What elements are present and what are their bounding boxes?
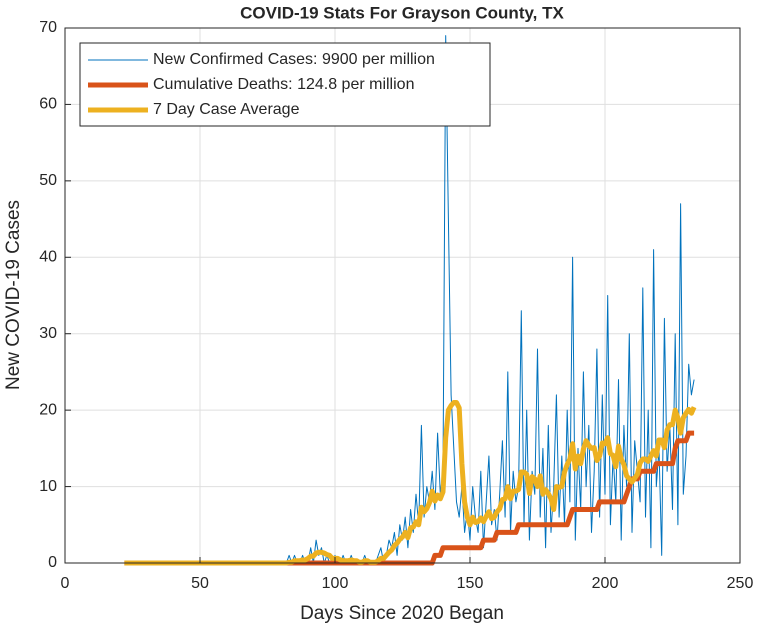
chart-title: COVID-19 Stats For Grayson County, TX	[240, 3, 564, 22]
y-tick-label: 50	[39, 172, 57, 189]
y-tick-label: 30	[39, 325, 57, 342]
ticks: 0 50 100 150 200 250 0 10 20 30 40 50 60 70	[39, 19, 753, 592]
legend-box	[79, 42, 491, 127]
series-line	[124, 35, 695, 564]
y-tick-label: 70	[39, 19, 57, 36]
legend: New Confirmed Cases: 9900 per million Cum…	[79, 42, 491, 127]
y-tick-label: 60	[39, 96, 57, 113]
y-tick-label: 40	[39, 249, 57, 266]
series-line	[124, 400, 697, 566]
axes-box	[64, 27, 741, 564]
x-tick-label: 50	[191, 575, 209, 592]
x-tick-label: 250	[727, 575, 754, 592]
y-tick-label: 20	[39, 401, 57, 418]
y-tick-label: 0	[48, 554, 57, 571]
x-tick-label: 150	[457, 575, 484, 592]
legend-label: New Confirmed Cases: 9900 per million	[153, 51, 435, 68]
x-tick-label: 100	[322, 575, 349, 592]
x-tick-label: 0	[61, 575, 70, 592]
x-tick-label: 200	[592, 575, 619, 592]
x-axis-label: Days Since 2020 Began	[300, 603, 504, 624]
legend-label: 7 Day Case Average	[153, 101, 300, 118]
y-axis-label: New COVID-19 Cases	[3, 200, 24, 390]
y-tick-label: 10	[39, 478, 57, 495]
legend-label: Cumulative Deaths: 124.8 per million	[153, 76, 414, 93]
